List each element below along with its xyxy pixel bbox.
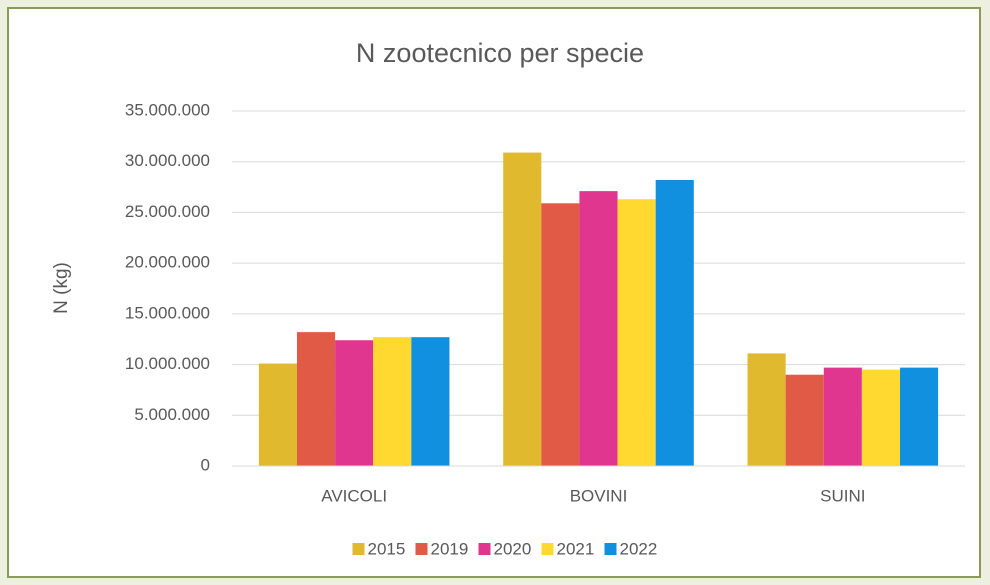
legend-swatch — [352, 543, 365, 555]
legend-swatch — [415, 543, 428, 555]
y-tick-label: 20.000.000 — [125, 253, 210, 272]
chart-frame — [7, 7, 981, 578]
legend-swatch — [604, 543, 617, 555]
legend-label: 2021 — [557, 539, 595, 558]
y-tick-label: 35.000.000 — [125, 100, 210, 119]
bar — [296, 332, 336, 466]
bar — [861, 369, 901, 466]
bar — [823, 367, 862, 466]
bar — [258, 363, 297, 466]
bar — [617, 199, 656, 466]
bar — [785, 374, 824, 466]
bar — [655, 179, 694, 466]
y-tick-label: 5.000.000 — [134, 405, 210, 424]
bar — [373, 337, 412, 466]
bar — [747, 353, 786, 466]
bar — [541, 203, 580, 467]
x-tick-label: BOVINI — [570, 486, 628, 505]
y-tick-label: 15.000.000 — [125, 303, 210, 322]
legend-label: 2020 — [494, 539, 532, 558]
bar — [579, 191, 618, 466]
x-tick-label: AVICOLI — [321, 486, 387, 505]
y-tick-label: 10.000.000 — [125, 354, 210, 373]
legend-swatch — [478, 543, 491, 555]
legend-label: 2019 — [431, 539, 469, 558]
y-axis-label: N (kg) — [51, 262, 72, 314]
x-tick-label: SUINI — [820, 486, 865, 505]
legend-swatch — [541, 543, 554, 555]
y-tick-label: 25.000.000 — [125, 202, 210, 221]
legend-label: 2015 — [368, 539, 406, 558]
bar — [335, 340, 374, 466]
y-tick-label: 0 — [201, 455, 210, 474]
legend-label: 2022 — [620, 539, 658, 558]
bar — [503, 152, 542, 467]
chart-title: N zootecnico per specie — [356, 38, 644, 68]
bar — [411, 337, 450, 466]
y-tick-label: 30.000.000 — [125, 151, 210, 170]
bar — [900, 367, 939, 466]
